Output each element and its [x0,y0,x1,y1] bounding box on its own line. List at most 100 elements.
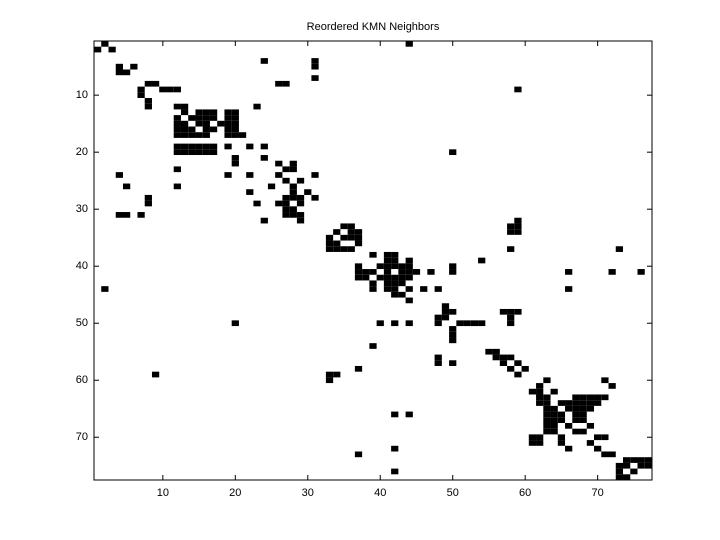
cell [144,80,152,87]
cell [180,143,189,150]
cell [615,462,624,469]
cell [115,212,123,218]
cell [543,417,551,423]
cell [296,212,305,218]
cell [507,354,515,361]
cell [579,411,587,418]
cell [507,229,515,235]
cell [565,269,573,275]
cell [521,365,529,372]
cell [369,269,377,275]
cell [449,308,457,315]
cell [557,400,566,406]
cell [514,371,522,378]
cell [405,286,413,292]
cell [405,263,413,270]
cell [594,400,602,406]
cell [383,280,392,287]
cell [514,223,522,230]
cell [246,172,254,178]
cell [195,115,203,121]
cell [514,360,522,366]
cell [195,109,203,116]
cell [565,400,573,406]
cell [579,417,587,423]
cell [594,434,602,441]
cell [202,149,210,156]
cell [507,314,515,321]
cell [536,394,544,401]
cell [289,194,297,201]
cell [260,155,268,161]
y-tick-label: 10 [76,89,88,101]
cell [470,320,479,327]
cell [623,474,631,480]
cell [173,115,181,121]
cell [333,240,341,247]
cell [383,286,392,292]
y-tick-label: 60 [76,374,88,386]
cell [586,405,595,412]
cell [637,457,645,463]
y-tick-label: 40 [76,260,88,272]
cell [434,286,442,292]
cell [565,422,573,429]
cell [173,143,181,150]
cell [579,428,587,435]
cell [528,388,537,395]
cell [282,212,290,218]
cell [644,462,652,469]
cell [188,149,196,156]
cell [536,440,544,446]
cell [572,411,580,418]
cell [405,257,413,264]
cell [536,434,544,441]
cell [195,132,203,138]
cell [536,383,544,389]
cell [543,405,551,412]
cell [217,120,225,127]
cell [630,468,638,475]
cell [275,172,283,178]
cell [579,405,587,412]
cell [586,440,595,446]
cell [180,120,189,127]
cell [405,411,413,418]
cell [137,212,145,218]
cell [275,80,283,87]
cell [449,360,457,366]
cell [202,132,210,138]
cell [398,274,406,281]
x-tick-label: 60 [519,487,531,499]
cell [188,143,196,150]
cell [137,92,145,99]
cell [427,269,435,275]
cell [151,80,160,87]
cell [347,246,355,252]
cell [441,314,450,321]
cell [246,143,254,150]
cell [333,371,341,378]
cell [623,462,631,469]
cell [267,183,276,190]
cell [362,269,370,275]
cell [231,160,239,167]
cell [209,143,218,150]
cell [499,308,508,315]
cell [231,132,239,138]
cell [543,422,551,429]
cell [630,457,638,463]
cell [354,229,363,235]
cell [224,126,232,133]
cell [543,400,551,406]
cell [391,280,399,287]
cell [224,143,232,150]
cell [507,223,515,230]
cell [608,383,616,389]
cell [376,320,384,327]
cell [391,286,399,292]
cell [601,377,609,384]
cell [202,143,210,150]
cell [173,183,181,190]
chart-title: Reordered KMN Neighbors [307,21,440,33]
